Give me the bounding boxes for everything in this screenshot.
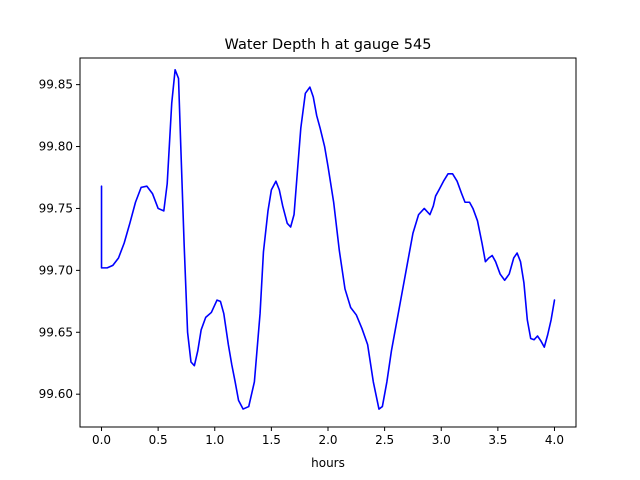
series-line-0 [100, 68, 556, 410]
y-tick-label: 99.65 [39, 325, 73, 339]
axes-frame [79, 57, 577, 428]
x-tick-label: 2.0 [318, 433, 337, 447]
x-tick-label: 0.0 [92, 433, 111, 447]
chart-title: Water Depth h at gauge 545 [225, 37, 432, 53]
y-tick-label: 99.80 [39, 140, 73, 154]
y-tick-label: 99.60 [39, 387, 73, 401]
x-tick-label: 3.5 [488, 433, 507, 447]
y-tick-label: 99.75 [39, 201, 73, 215]
x-axis-label: hours [311, 456, 345, 470]
x-tick-label: 1.5 [262, 433, 281, 447]
y-tick-label: 99.70 [39, 263, 73, 277]
x-tick-label: 4.0 [545, 433, 564, 447]
x-tick-label: 0.5 [149, 433, 168, 447]
x-tick-label: 3.0 [432, 433, 451, 447]
y-tick-label: 99.85 [39, 78, 73, 92]
x-tick-label: 2.5 [375, 433, 394, 447]
x-tick-label: 1.0 [205, 433, 224, 447]
